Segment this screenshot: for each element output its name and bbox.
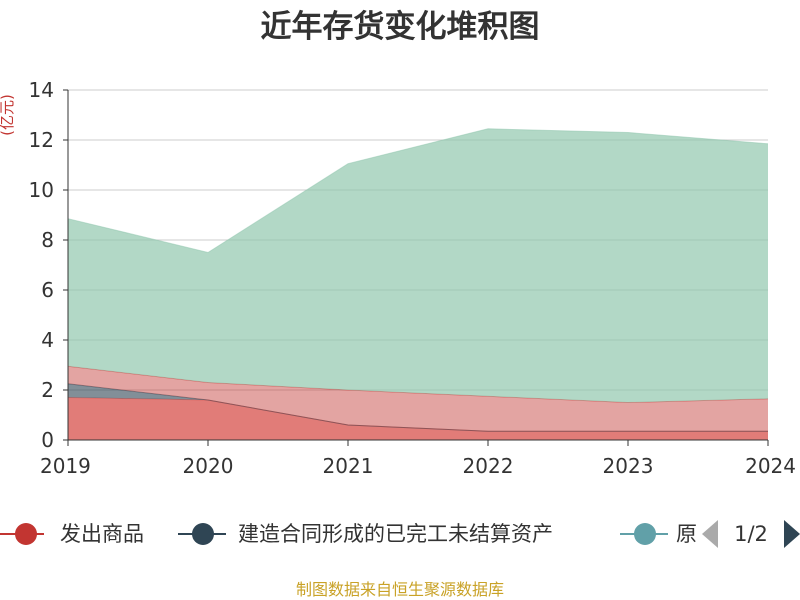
x-tick-label: 2021 bbox=[323, 454, 374, 478]
legend-marker-icon bbox=[634, 523, 656, 545]
legend-marker-icon bbox=[15, 523, 37, 545]
legend-marker-icon bbox=[192, 523, 214, 545]
source-note: 制图数据来自恒生聚源数据库 bbox=[296, 580, 504, 599]
series-line-3 bbox=[67, 128, 769, 254]
x-tick-label: 2023 bbox=[603, 454, 654, 478]
x-tick-label: 2019 bbox=[40, 454, 91, 478]
legend-item-jianzao[interactable]: 建造合同形成的已完工未结算资产 bbox=[178, 522, 553, 546]
y-tick-label: 2 bbox=[41, 378, 54, 402]
series-line-1 bbox=[67, 383, 768, 432]
y-axis-unit-label: (亿元) bbox=[0, 94, 16, 136]
legend-item-fahuo[interactable]: 发出商品 bbox=[0, 522, 144, 546]
pager-prev-icon[interactable] bbox=[702, 520, 718, 548]
chart-title: 近年存货变化堆积图 bbox=[261, 9, 540, 45]
legend-item-yuan[interactable]: 原 bbox=[620, 522, 697, 546]
axes: 0 2 4 6 8 10 12 14 2019 2020 2021 2022 2023 2024 bbox=[29, 78, 796, 478]
x-tick-label: 2024 bbox=[745, 454, 796, 478]
legend-label: 发出商品 bbox=[60, 522, 144, 546]
y-tick-label: 14 bbox=[29, 78, 54, 102]
y-tick-label: 12 bbox=[29, 128, 54, 152]
y-tick-label: 8 bbox=[41, 228, 54, 252]
legend-label: 原 bbox=[676, 522, 697, 546]
y-tick-label: 4 bbox=[41, 328, 54, 352]
legend-page-indicator: 1/2 bbox=[734, 522, 768, 546]
x-tick-label: 2020 bbox=[183, 454, 234, 478]
y-tick-label: 0 bbox=[41, 428, 54, 452]
y-tick-label: 6 bbox=[41, 278, 54, 302]
pager-next-icon[interactable] bbox=[784, 520, 800, 548]
stacked-areas bbox=[67, 128, 769, 440]
legend: 发出商品 建造合同形成的已完工未结算资产 原 1/2 bbox=[0, 516, 800, 554]
x-tick-label: 2022 bbox=[463, 454, 514, 478]
area-series-0 bbox=[68, 397, 768, 440]
area-series-2 bbox=[68, 366, 768, 432]
legend-label: 建造合同形成的已完工未结算资产 bbox=[238, 522, 553, 546]
y-tick-label: 10 bbox=[29, 178, 54, 202]
area-series-3 bbox=[68, 128, 768, 403]
